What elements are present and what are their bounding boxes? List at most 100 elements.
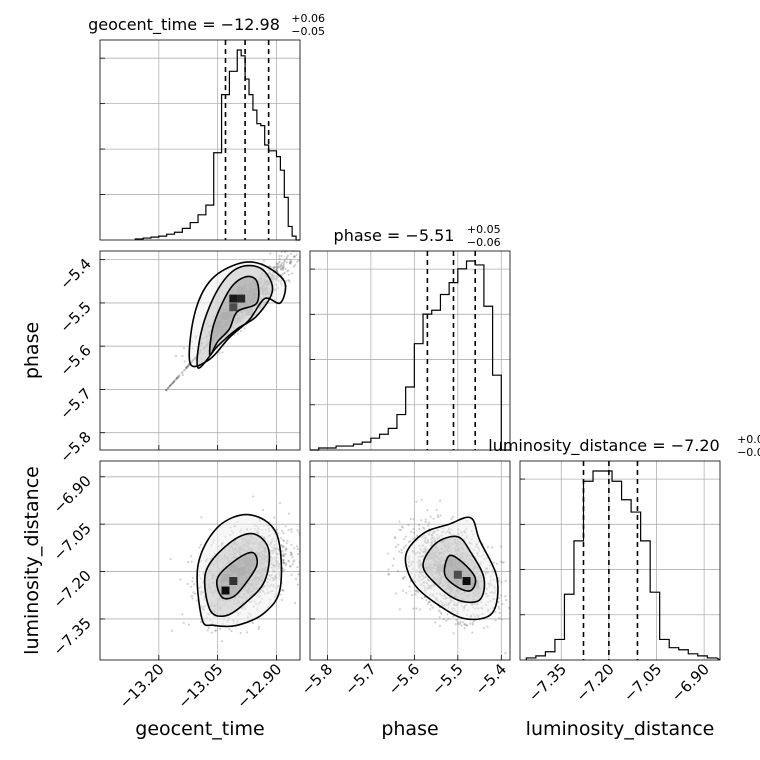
- scatter-point: [179, 578, 182, 581]
- scatter-point: [172, 380, 176, 383]
- scatter-point: [176, 376, 179, 379]
- scatter-point: [394, 592, 398, 595]
- scatter-point: [186, 365, 189, 369]
- contour-line-2: [404, 516, 499, 621]
- scatter-point: [305, 249, 307, 251]
- scatter-point: [425, 599, 428, 602]
- ytick-label-luminosity_distance-3: −6.90: [50, 472, 95, 517]
- scatter-point: [394, 545, 398, 548]
- hist-panel-geocent_time: geocent_time = −12.98 +0.06−0.05: [88, 12, 325, 241]
- xtick-label-phase-1: −5.7: [341, 660, 379, 698]
- scatter-point: [415, 500, 418, 503]
- scatter-point: [280, 274, 284, 277]
- scatter-point: [187, 561, 190, 564]
- scatter-point: [278, 257, 281, 260]
- scatter-point: [304, 563, 306, 565]
- scatter-point: [296, 260, 299, 263]
- scatter-point: [284, 547, 288, 550]
- xlabel-luminosity_distance: luminosity_distance: [526, 718, 715, 740]
- scatter-point: [282, 540, 286, 543]
- scatter-point: [504, 595, 507, 598]
- ytick-label-phase-3: −5.5: [56, 298, 94, 336]
- scatter-point: [423, 595, 426, 599]
- scatter-point: [394, 537, 397, 540]
- scatter-point: [412, 607, 415, 610]
- scatter-point: [447, 617, 450, 620]
- scatter-point: [191, 597, 194, 600]
- scatter-point: [261, 508, 265, 512]
- scatter-point: [507, 606, 510, 609]
- scatter-point: [171, 381, 174, 384]
- scatter-point: [283, 562, 286, 565]
- panel-geocent_time-vs-phase: [99, 249, 307, 451]
- scatter-point: [168, 384, 172, 388]
- contour-line-0: [443, 554, 477, 592]
- axes-frame: [309, 250, 511, 451]
- scatter-point: [414, 593, 417, 596]
- scatter-point: [282, 553, 286, 556]
- scatter-point: [172, 380, 176, 383]
- scatter-point: [281, 266, 284, 270]
- scatter-point: [427, 524, 430, 527]
- scatter-point: [289, 551, 292, 554]
- grid-lines: [310, 251, 510, 450]
- scatter-point: [291, 556, 294, 559]
- scatter-point: [423, 527, 426, 530]
- scatter-point: [290, 573, 293, 576]
- title-minus-phase: −0.06: [467, 236, 501, 249]
- scatter-point: [402, 546, 406, 549]
- scatter-point: [176, 376, 179, 380]
- contour-line-1: [203, 532, 271, 618]
- scatter-point: [440, 612, 443, 615]
- scatter-point: [243, 327, 246, 330]
- density-peak-1: [453, 570, 462, 579]
- scatter-point: [282, 532, 285, 535]
- scatter-point: [289, 258, 292, 261]
- title-minus-geocent_time: −0.05: [291, 25, 325, 38]
- grid-lines: [520, 461, 720, 660]
- scatter-point: [437, 609, 440, 612]
- scatter-point: [268, 265, 272, 268]
- scatter-point: [292, 265, 295, 268]
- scatter-point: [463, 623, 466, 626]
- xtick-label-luminosity_distance-1: −7.20: [572, 660, 617, 705]
- scatter-point: [278, 260, 281, 263]
- scatter-point: [276, 265, 279, 268]
- histogram-geocent_time: [134, 49, 300, 241]
- scatter-point: [401, 525, 404, 528]
- scatter-point: [191, 580, 194, 583]
- ytick-label-phase-0: −5.8: [56, 428, 94, 466]
- scatter-point: [282, 558, 285, 561]
- scatter-point: [281, 589, 284, 592]
- contour-line-1: [422, 535, 486, 604]
- scatter-point: [427, 521, 430, 524]
- ytick-label-phase-4: −5.4: [56, 255, 94, 293]
- scatter-point: [195, 599, 198, 602]
- scatter-point: [167, 386, 170, 389]
- scatter-point: [280, 251, 283, 253]
- scatter-point: [290, 528, 293, 531]
- scatter-point: [218, 351, 221, 354]
- scatter-point: [398, 550, 401, 553]
- scatter-point: [498, 617, 501, 620]
- scatter-point: [427, 600, 431, 604]
- scatter-point: [438, 616, 441, 619]
- plot-area: [386, 498, 510, 655]
- scatter-point: [285, 547, 288, 551]
- scatter-point: [445, 619, 448, 622]
- scatter-point: [282, 555, 285, 558]
- scatter-point: [282, 558, 285, 562]
- scatter-point: [282, 268, 285, 271]
- xtick-label-luminosity_distance-2: −7.05: [620, 660, 665, 705]
- scatter-point: [317, 562, 319, 564]
- scatter-point: [276, 270, 279, 273]
- density-peak-1: [229, 577, 238, 586]
- scatter-point: [219, 627, 222, 630]
- title-plus-luminosity_distance: +0.09: [737, 433, 760, 446]
- scatter-point: [501, 561, 504, 564]
- scatter-point: [418, 527, 421, 531]
- scatter-point: [180, 372, 183, 375]
- histogram-phase: [310, 260, 510, 451]
- scatter-point: [439, 611, 442, 614]
